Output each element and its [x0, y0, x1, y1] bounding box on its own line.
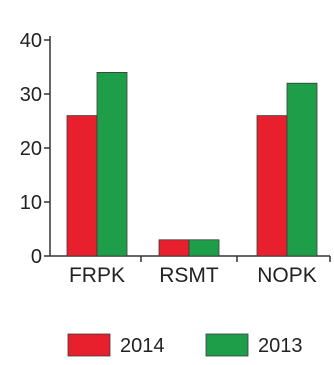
labels: 0 10 20 30 40 FRPK RSMT NOPK: [20, 30, 317, 287]
x-tick-label: FRPK: [69, 264, 125, 287]
bar-2014-RSMT: [158, 239, 190, 257]
y-tick-label: 30: [20, 84, 42, 106]
y-tick-label: 10: [20, 192, 42, 214]
y-tick-label: 40: [20, 30, 42, 52]
x-tick-label: RSMT: [159, 264, 219, 287]
bar-2013-FRPK: [96, 72, 128, 257]
legend-label: 2013: [258, 335, 303, 357]
bar-2013-NOPK: [286, 82, 318, 257]
legend-swatch-2013: [205, 333, 249, 357]
y-tick-label: 0: [31, 246, 42, 268]
bars: [66, 72, 318, 257]
bar-2014-FRPK: [66, 115, 98, 257]
legend-swatch-2014: [67, 333, 111, 357]
y-tick-label: 20: [20, 138, 42, 160]
bar-2013-RSMT: [188, 239, 220, 257]
bar-2014-NOPK: [256, 115, 288, 257]
x-tick-label: NOPK: [257, 264, 317, 287]
legend: 2014 2013: [67, 333, 303, 357]
legend-label: 2014: [120, 335, 165, 357]
